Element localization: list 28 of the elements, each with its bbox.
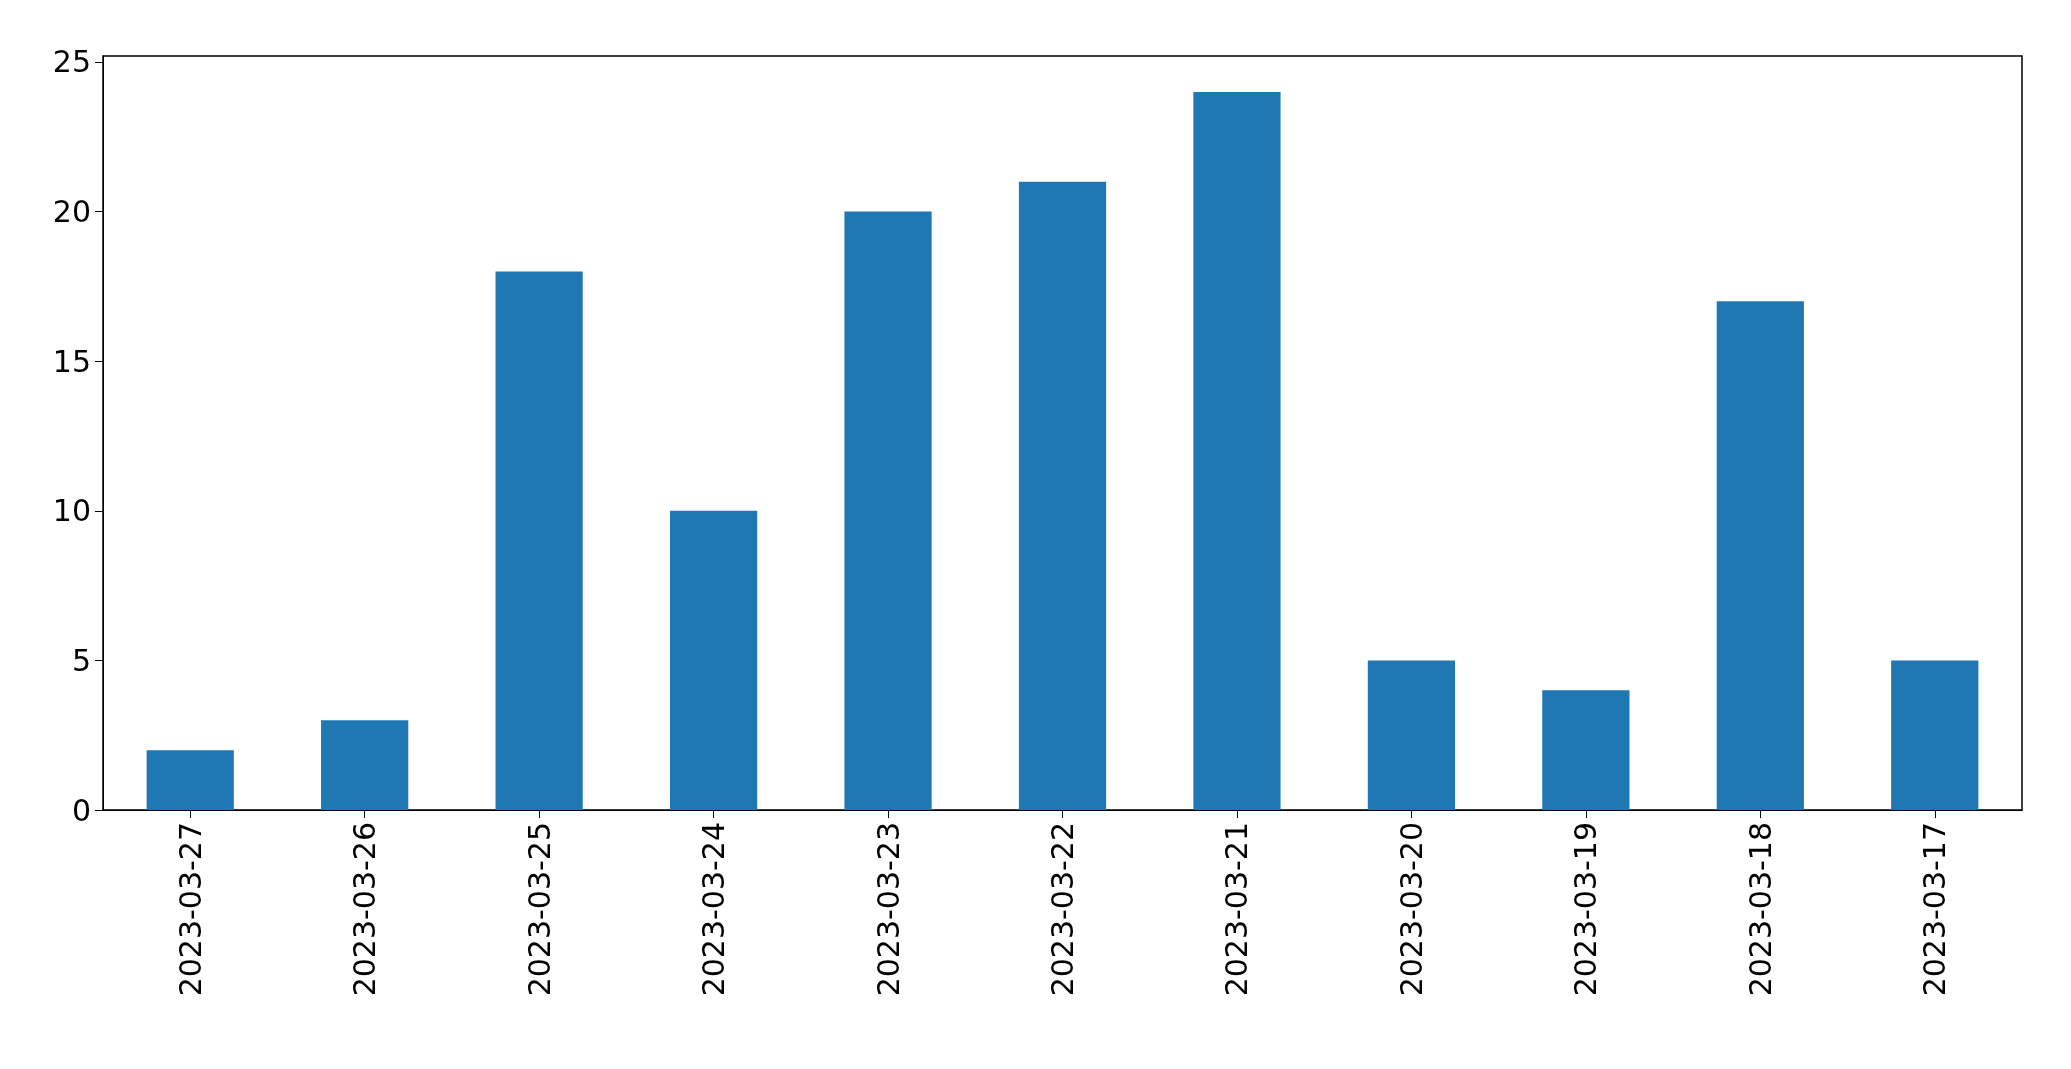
y-tick-label: 25 <box>52 44 91 80</box>
bar <box>1891 660 1979 810</box>
y-tick-label: 10 <box>52 493 91 529</box>
bar <box>321 720 409 810</box>
bar <box>1542 690 1630 810</box>
x-tick-label: 2023-03-26 <box>347 822 383 997</box>
x-tick-label: 2023-03-24 <box>696 822 732 997</box>
x-tick-label: 2023-03-19 <box>1568 822 1604 997</box>
x-tick-label: 2023-03-18 <box>1742 822 1778 997</box>
bar <box>669 510 758 810</box>
bar <box>1018 181 1107 810</box>
bar <box>1193 91 1281 810</box>
x-tick-label: 2023-03-21 <box>1219 822 1255 997</box>
bar <box>1367 660 1456 810</box>
x-tick-label: 2023-03-17 <box>1917 822 1953 997</box>
bar <box>844 211 932 810</box>
bar <box>495 271 583 810</box>
bar <box>1716 301 1804 810</box>
x-tick-label: 2023-03-23 <box>870 822 906 997</box>
y-tick-label: 5 <box>71 642 91 678</box>
y-tick-label: 15 <box>52 343 91 379</box>
x-tick-label: 2023-03-22 <box>1045 822 1080 997</box>
bar <box>146 750 234 810</box>
x-tick-label: 2023-03-20 <box>1393 822 1429 997</box>
y-tick-label: 20 <box>52 194 91 230</box>
y-tick-label: 0 <box>71 792 91 828</box>
x-tick-label: 2023-03-25 <box>521 822 557 997</box>
x-tick-label: 2023-03-27 <box>172 822 208 997</box>
